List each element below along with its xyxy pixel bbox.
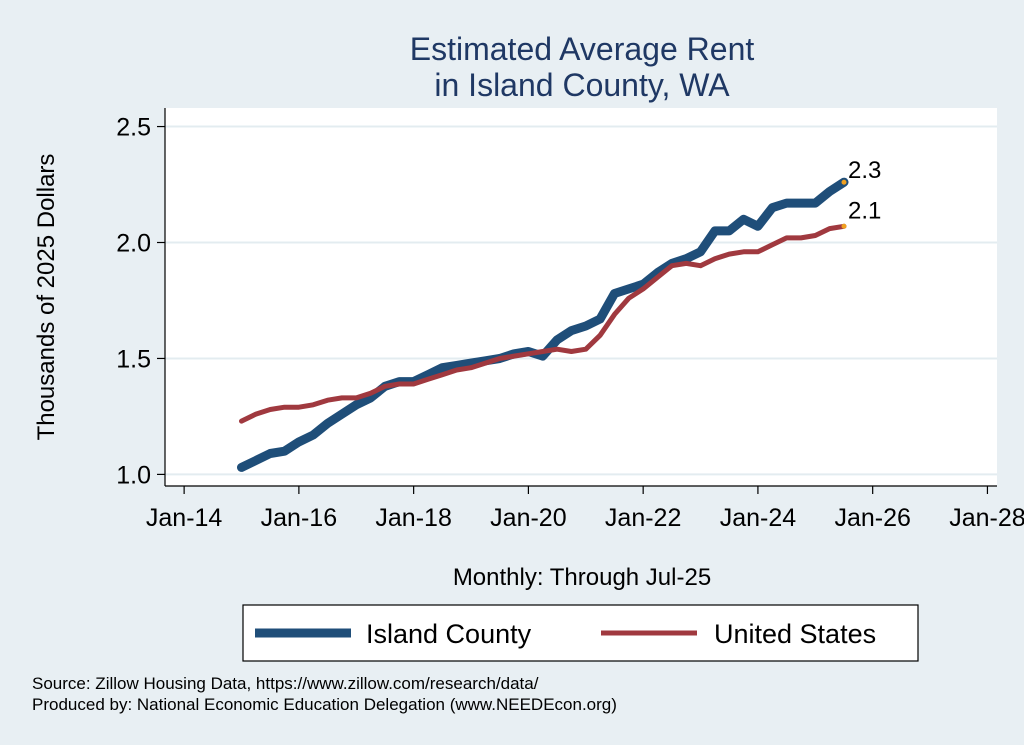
legend-label-united-states: United States [714, 619, 876, 649]
y-tick-label: 1.5 [116, 345, 151, 373]
x-tick-label: Jan-14 [146, 504, 223, 532]
end-point-marker [841, 179, 847, 185]
legend-box [242, 604, 919, 662]
legend: Island County United States [242, 604, 919, 662]
rent-line-chart: Estimated Average Rent in Island County,… [33, 31, 1024, 662]
end-value-label: 2.3 [848, 157, 881, 184]
series-lines [237, 177, 849, 472]
series-line-united-states [239, 223, 847, 424]
x-axis-title: Monthly: Through Jul-25 [453, 564, 711, 591]
y-tick-label: 2.0 [116, 230, 151, 258]
source-footer: Source: Zillow Housing Data, https://www… [32, 673, 617, 715]
x-tick-label: Jan-26 [834, 504, 910, 532]
x-tick-label: Jan-18 [375, 504, 451, 532]
x-tick-label: Jan-28 [949, 504, 1024, 532]
end-labels: 2.32.1 [841, 157, 881, 229]
y-axis-title: Thousands of 2025 Dollars [33, 154, 60, 441]
y-tick-label: 1.0 [116, 461, 151, 489]
x-tick-label: Jan-20 [490, 504, 566, 532]
plot-area [165, 108, 997, 486]
end-point-marker [841, 223, 847, 229]
produced-by-line: Produced by: National Economic Education… [32, 695, 617, 714]
chart-title-line-1: Estimated Average Rent [410, 31, 755, 67]
source-line: Source: Zillow Housing Data, https://www… [32, 674, 539, 693]
chart-title-line-2: in Island County, WA [434, 67, 730, 103]
x-tick-label: Jan-16 [261, 504, 337, 532]
y-tick-label: 2.5 [116, 114, 151, 142]
x-tick-label: Jan-22 [605, 504, 681, 532]
axes: 1.0 1.5 2.0 2.5 Jan-14 Jan-16 Jan-18 Jan-20 Jan-… [116, 108, 1024, 532]
x-tick-label: Jan-24 [720, 504, 797, 532]
legend-label-island-county: Island County [366, 619, 532, 649]
series-line-island-county [237, 177, 849, 472]
gridlines [165, 125, 997, 476]
end-value-label: 2.1 [848, 197, 881, 224]
